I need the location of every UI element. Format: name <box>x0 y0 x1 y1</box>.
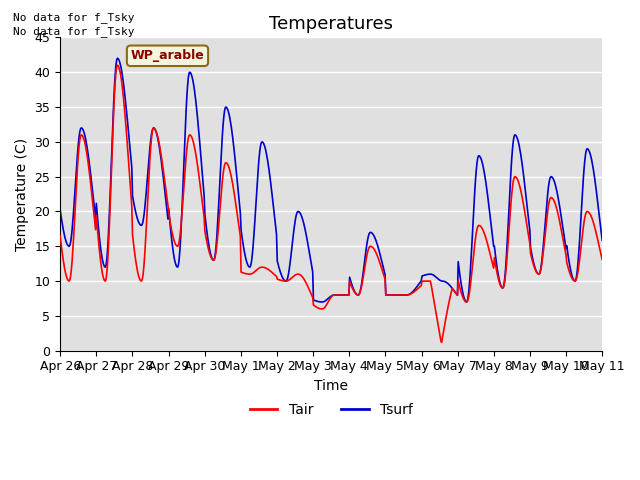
Text: WP_arable: WP_arable <box>131 49 204 62</box>
Y-axis label: Temperature (C): Temperature (C) <box>15 137 29 251</box>
Text: No data for f_Tsky: No data for f_Tsky <box>13 26 134 37</box>
Title: Temperatures: Temperatures <box>269 15 393 33</box>
X-axis label: Time: Time <box>314 379 348 393</box>
Legend: Tair, Tsurf: Tair, Tsurf <box>244 397 418 422</box>
Text: No data for f_Tsky: No data for f_Tsky <box>13 12 134 23</box>
